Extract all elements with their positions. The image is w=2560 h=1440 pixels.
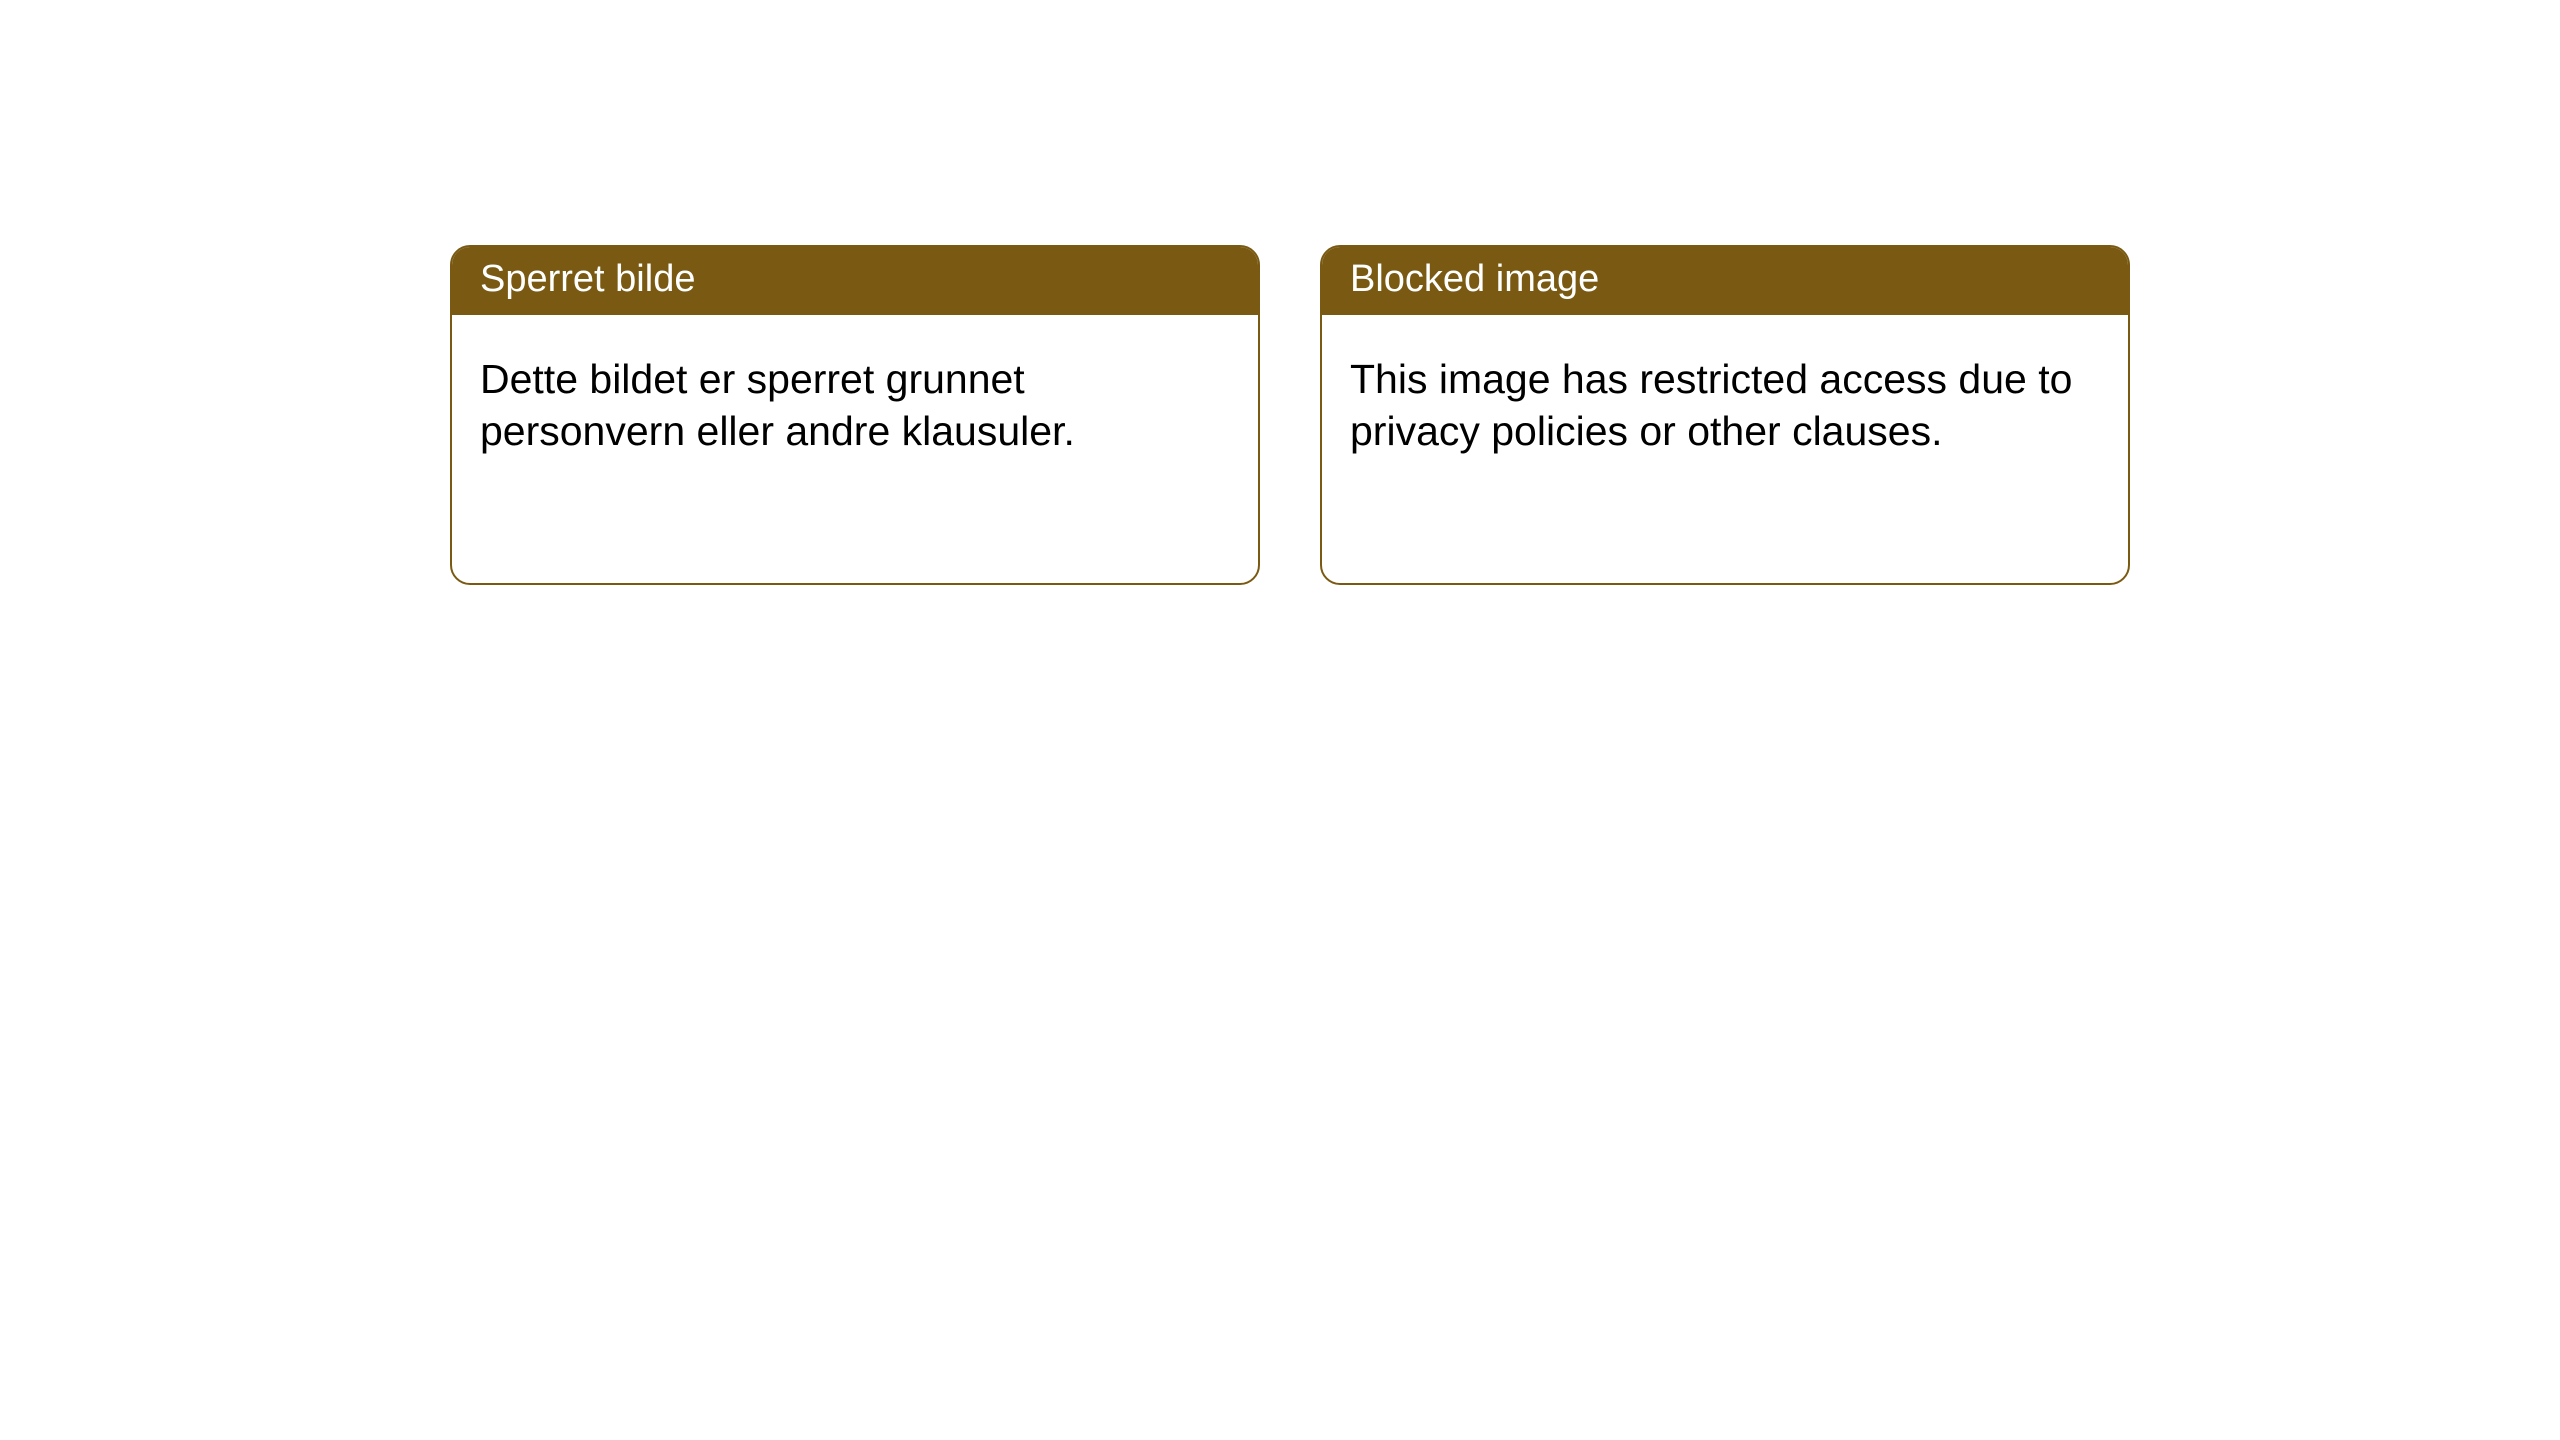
cards-container: Sperret bilde Dette bildet er sperret gr…: [0, 0, 2560, 585]
card-body-norwegian: Dette bildet er sperret grunnet personve…: [452, 315, 1258, 486]
card-header-norwegian: Sperret bilde: [452, 247, 1258, 315]
card-header-english: Blocked image: [1322, 247, 2128, 315]
card-body-english: This image has restricted access due to …: [1322, 315, 2128, 486]
card-english: Blocked image This image has restricted …: [1320, 245, 2130, 585]
card-norwegian: Sperret bilde Dette bildet er sperret gr…: [450, 245, 1260, 585]
